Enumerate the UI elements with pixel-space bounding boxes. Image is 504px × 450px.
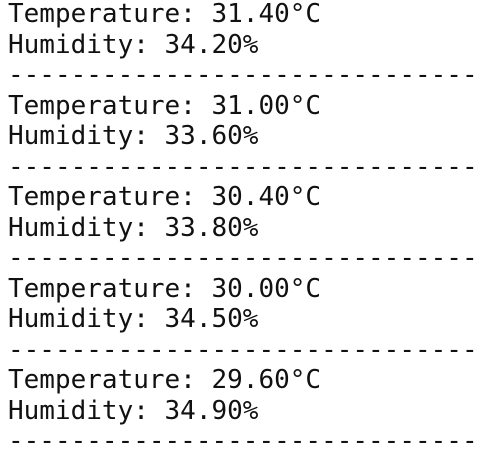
humidity-line: Humidity: 34.50% xyxy=(8,304,259,334)
temperature-line: Temperature: 31.00°C xyxy=(8,90,322,121)
humidity-line: Humidity: 34.90% xyxy=(8,395,259,426)
separator-line: ------------------------------ xyxy=(8,243,478,273)
temperature-line: Temperature: 30.40°C xyxy=(8,182,322,212)
separator-line: ------------------------------ xyxy=(8,151,478,182)
terminal-output: Temperature: 31.40°C Humidity: 34.20% ----… xyxy=(8,0,478,450)
humidity-line: Humidity: 33.60% xyxy=(8,121,259,151)
separator-line: ------------------------------ xyxy=(8,426,478,450)
separator-line: ------------------------------ xyxy=(8,60,478,90)
humidity-line: Humidity: 33.80% xyxy=(8,212,259,243)
separator-line: ------------------------------ xyxy=(8,334,478,365)
temperature-line: Temperature: 29.60°C xyxy=(8,365,322,395)
humidity-line: Humidity: 34.20% xyxy=(8,29,259,60)
temperature-line: Temperature: 31.40°C xyxy=(8,0,322,29)
temperature-line: Temperature: 30.00°C xyxy=(8,273,322,304)
